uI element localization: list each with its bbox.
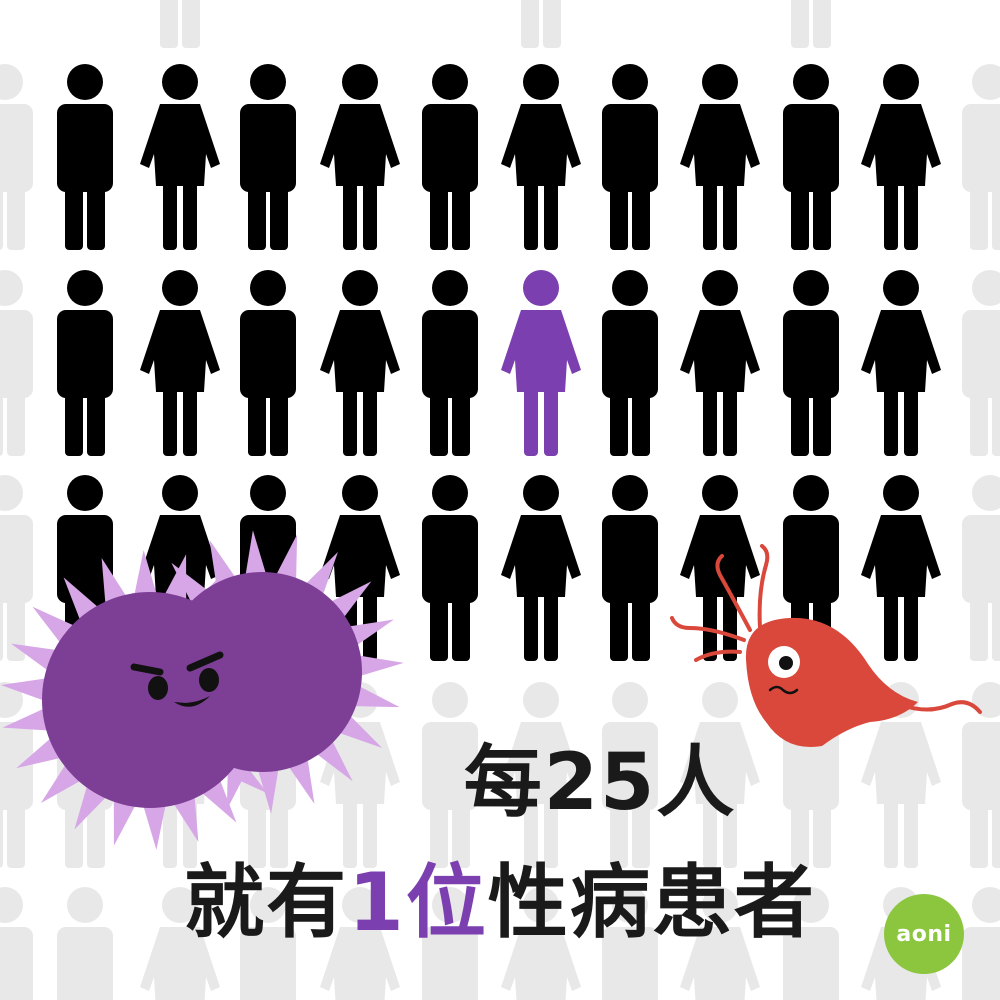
logo-text: aoni	[896, 921, 952, 947]
person-figure	[57, 475, 113, 661]
faded-person-figure	[602, 682, 658, 868]
faded-person-figure	[783, 887, 839, 1000]
person-figure	[320, 64, 400, 250]
person-figure	[57, 270, 113, 456]
faded-person-figure	[962, 887, 1000, 1000]
person-figure	[602, 64, 658, 250]
person-figure	[422, 270, 478, 456]
faded-person-figure	[962, 270, 1000, 456]
highlighted-person-figure	[501, 270, 581, 456]
person-figure	[501, 475, 581, 661]
faded-person-figure	[521, 0, 561, 48]
headline-line-1-text: 每25人	[463, 738, 737, 828]
person-figure	[140, 270, 220, 456]
faded-person-figure	[140, 887, 220, 1000]
person-figure	[320, 475, 400, 661]
headline-line-2: 就有1位性病患者	[0, 838, 1000, 954]
person-figure	[602, 475, 658, 661]
person-figure	[680, 270, 760, 456]
person-figure	[240, 64, 296, 250]
faded-person-figure	[791, 0, 831, 48]
faded-person-figure	[962, 64, 1000, 250]
person-figure	[57, 64, 113, 250]
person-figure	[140, 64, 220, 250]
person-figure	[783, 270, 839, 456]
aoni-logo: aoni	[884, 894, 964, 974]
person-figure	[861, 270, 941, 456]
faded-person-figure	[0, 270, 33, 456]
person-figure	[140, 475, 220, 661]
faded-person-figure	[0, 887, 33, 1000]
faded-person-figure	[57, 887, 113, 1000]
faded-person-figure	[0, 64, 33, 250]
faded-person-figure	[962, 475, 1000, 661]
person-figure	[783, 475, 839, 661]
person-figure	[680, 64, 760, 250]
person-figure	[240, 475, 296, 661]
person-figure	[240, 270, 296, 456]
headline-line-1: 每25人	[100, 720, 1000, 832]
person-figure	[861, 64, 941, 250]
headline-suffix: 性病患者	[487, 856, 816, 949]
faded-person-figure	[962, 682, 1000, 868]
faded-person-figure	[320, 887, 400, 1000]
faded-person-figure	[501, 887, 581, 1000]
headline-highlight: 1位	[348, 856, 488, 949]
person-figure	[602, 270, 658, 456]
faded-person-figure	[602, 887, 658, 1000]
person-figure	[680, 475, 760, 661]
person-figure	[861, 475, 941, 661]
headline-prefix: 就有	[184, 856, 349, 949]
faded-person-figure	[0, 475, 33, 661]
faded-person-figure	[422, 887, 478, 1000]
person-figure	[501, 64, 581, 250]
faded-person-figure	[240, 887, 296, 1000]
faded-person-figure	[422, 682, 478, 868]
person-figure	[422, 475, 478, 661]
person-figure	[320, 270, 400, 456]
person-figure	[783, 64, 839, 250]
faded-person-figure	[160, 0, 200, 48]
faded-person-figure	[680, 887, 760, 1000]
faded-person-figure	[501, 682, 581, 868]
person-figure	[422, 64, 478, 250]
